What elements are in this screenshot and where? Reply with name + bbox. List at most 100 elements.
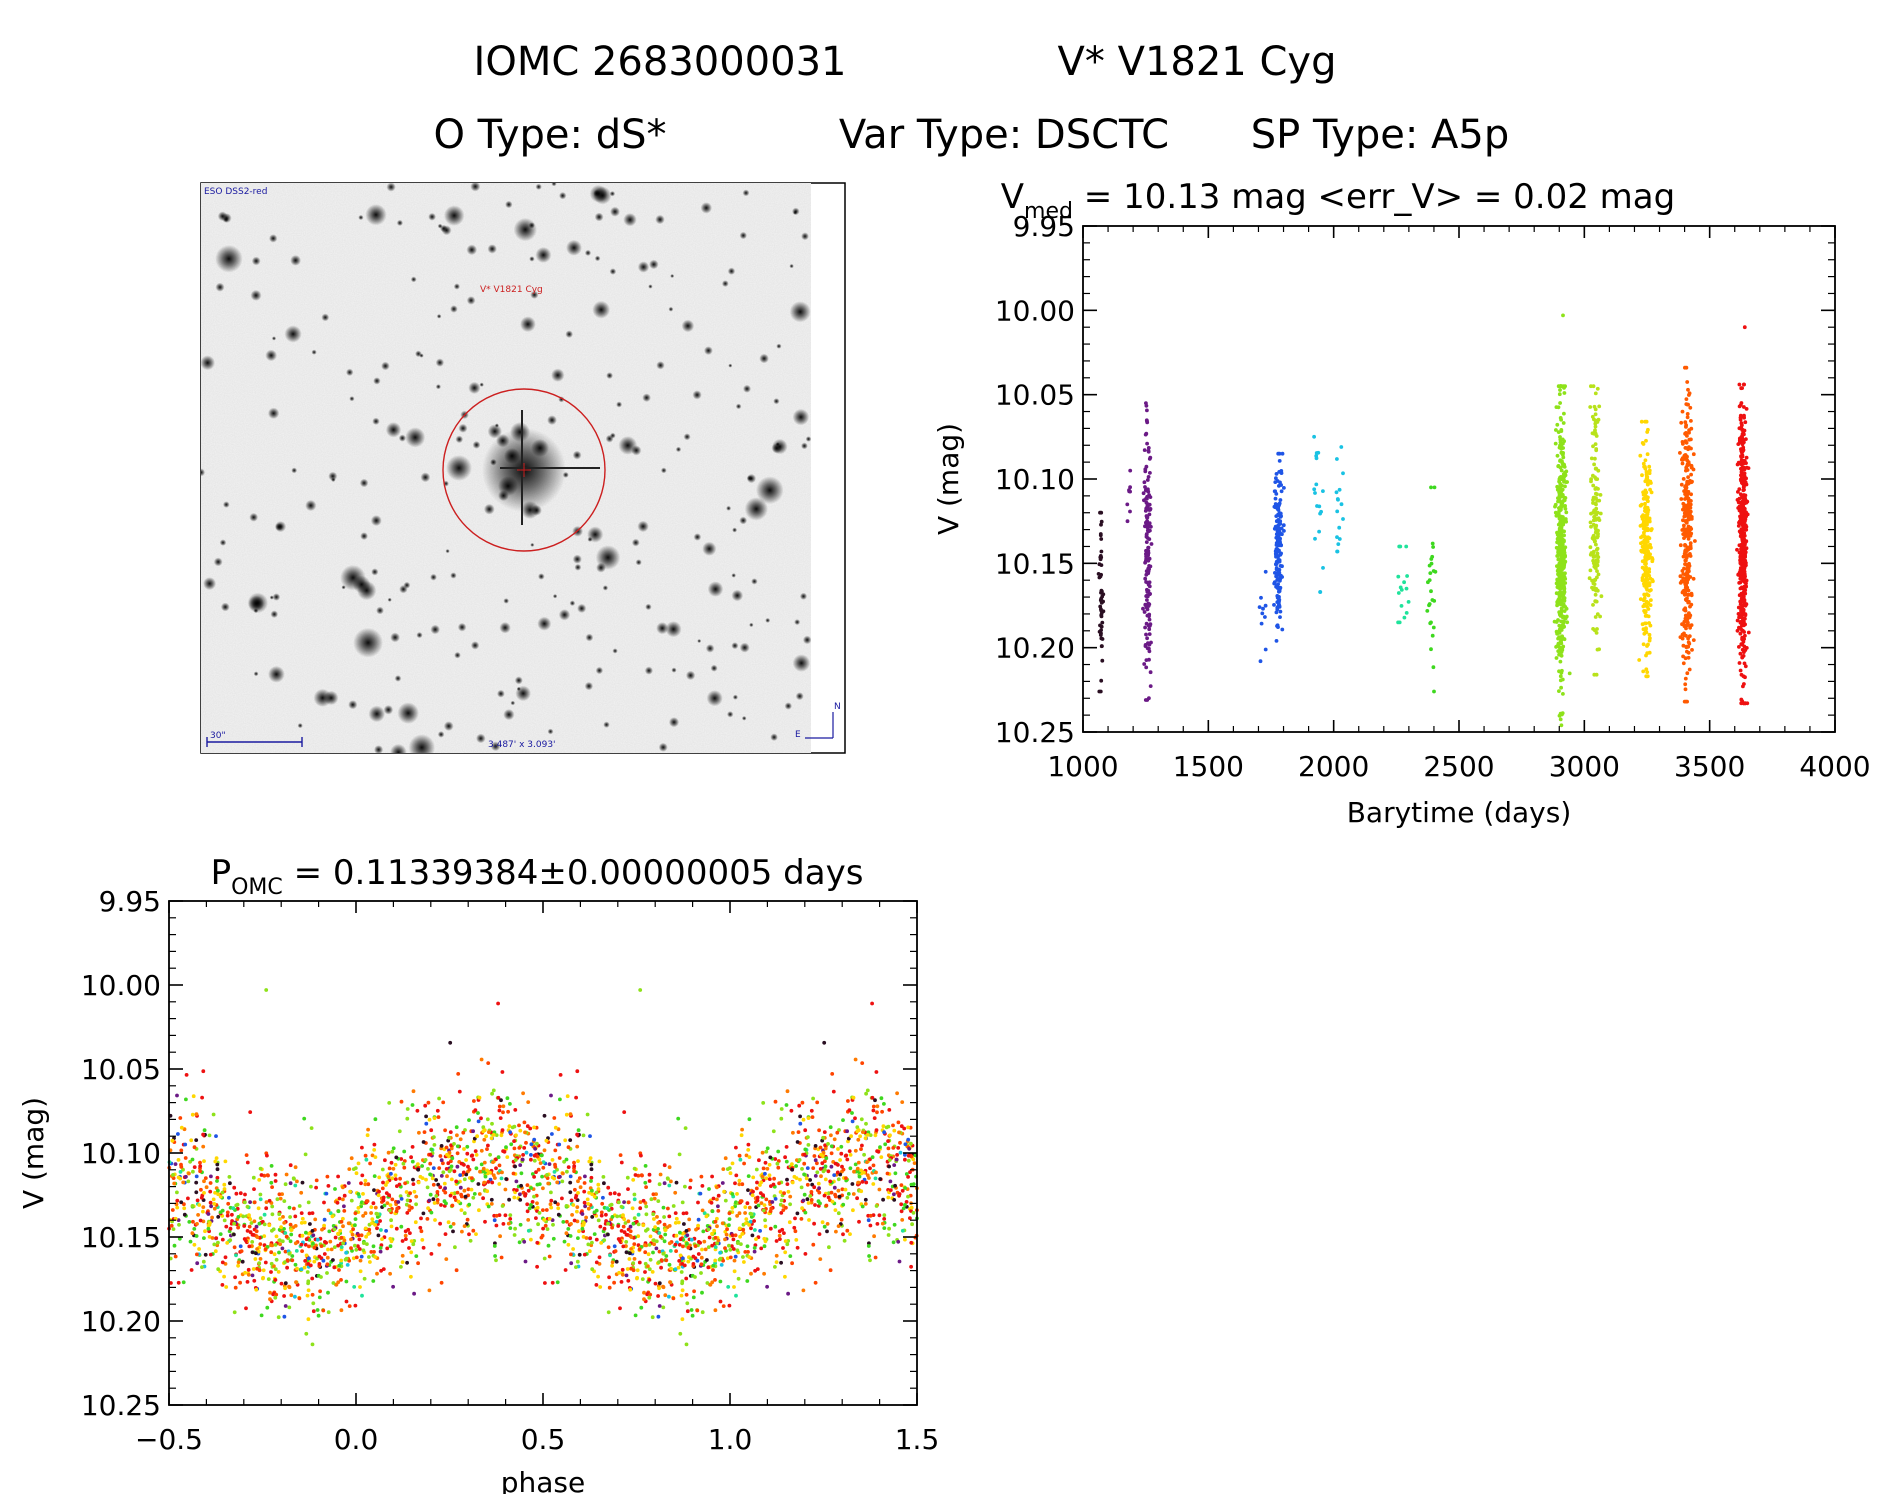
pc-point [888,1133,892,1138]
pc-point [377,1189,381,1194]
pc-point [247,1213,251,1218]
compass-e-label: E [795,730,801,740]
pc-point [388,1271,392,1276]
lc-point [1737,382,1742,387]
lc-point [1637,658,1642,662]
pc-point [202,1179,206,1184]
lc-point [1649,598,1653,602]
lc-point [1143,603,1148,608]
pc-point [902,1126,907,1131]
lc-point [1560,493,1565,497]
pc-point [652,1242,656,1247]
lc-point [1596,572,1601,577]
pc-point [491,1088,496,1093]
pc-point [364,1234,368,1239]
lc-point [1744,455,1749,460]
star [755,476,784,505]
pc-point [500,1070,505,1074]
pc-point [734,1145,738,1150]
lc-point [1688,604,1692,609]
pc-point [408,1231,412,1235]
lc-point [1272,504,1277,509]
pc-point [245,1204,250,1209]
pc-point [449,1143,453,1148]
lc-point [1647,632,1652,637]
star [470,641,480,650]
pc-point [523,1192,528,1196]
pc-point [630,1206,635,1211]
star [383,705,394,715]
pc-point [500,1204,505,1208]
lc-point [1744,437,1748,441]
pc-point [585,1112,590,1117]
pc-point [818,1145,823,1150]
pc-point [622,1110,627,1114]
lc-point [1399,604,1404,608]
star [551,183,557,187]
pc-point [490,1091,494,1096]
lc-point [1259,621,1264,626]
pc-point [501,1104,506,1109]
pc-point [320,1227,324,1232]
lc-point [1316,450,1321,455]
lc-point [1558,659,1563,664]
star [623,213,637,227]
pc-point [521,1091,525,1096]
pc-point [179,1125,184,1130]
pc-point [292,1206,296,1211]
pc-point [381,1267,386,1271]
pc-point [169,1223,174,1228]
lc-point [1560,501,1565,505]
lc-point [1099,611,1104,616]
pc-point [489,1197,494,1202]
pc-point [382,1203,387,1208]
lc-point [1563,504,1567,508]
pc-point [809,1200,814,1205]
lc-point [1741,537,1746,542]
pc-point [549,1198,554,1203]
pc-point [282,1199,287,1203]
pc-point [822,1193,827,1198]
pc-point [715,1185,719,1190]
star [368,705,386,723]
pc-point [663,1232,668,1237]
pc-point [367,1227,372,1232]
lc-point [1146,449,1151,454]
pc-point [673,1211,678,1215]
pc-point [220,1237,225,1242]
pc-point [615,1214,620,1219]
lc-point [1596,487,1600,491]
pc-point [339,1219,344,1224]
lc-point [1146,446,1151,450]
lc-point [1276,526,1281,531]
pc-point [223,1255,228,1260]
pc-point [882,1217,887,1221]
pc-point [761,1208,766,1213]
pc-point [549,1205,554,1210]
star [584,249,592,256]
pc-point [455,1144,460,1149]
pc-point [903,1237,907,1242]
pc-point [326,1310,331,1315]
pc-point [682,1222,686,1226]
pc-point [215,1162,220,1167]
star [201,355,215,371]
lc-point [1425,609,1430,613]
pc-point [325,1271,329,1275]
pc-point [175,1093,179,1098]
pc-point [240,1259,245,1264]
pc-point [363,1211,368,1216]
lc-point [1556,405,1561,410]
star [386,183,396,192]
pc-point [841,1118,845,1122]
pc-point [550,1218,555,1222]
pc-point [542,1256,547,1261]
star [483,503,495,515]
pc-point [872,1234,876,1239]
pc-point [448,1224,453,1229]
pc-point [644,1204,649,1209]
pc-point [445,1174,449,1179]
pc-point [643,1250,648,1255]
pc-point [628,1251,632,1256]
pc-point [447,1150,452,1155]
